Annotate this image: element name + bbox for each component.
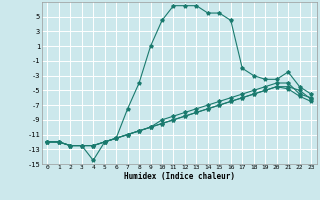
X-axis label: Humidex (Indice chaleur): Humidex (Indice chaleur): [124, 172, 235, 181]
